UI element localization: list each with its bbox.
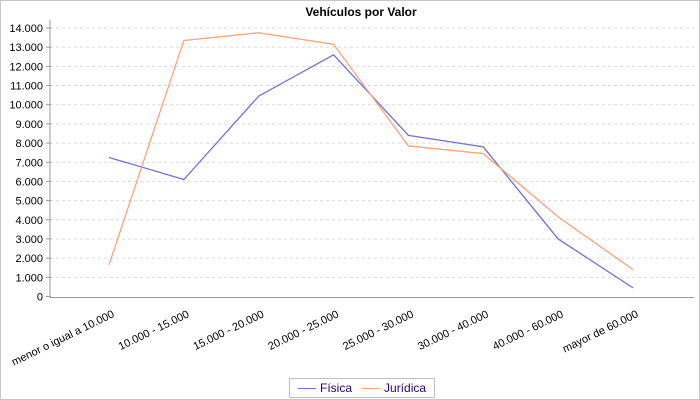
y-tick-label: 3.000 xyxy=(15,234,43,246)
y-tick-label: 12.000 xyxy=(9,61,43,73)
y-tick-label: 6.000 xyxy=(15,176,43,188)
juridica-line-swatch-icon xyxy=(362,387,381,389)
y-tick-label: 0 xyxy=(37,292,43,304)
y-tick-label: 13.000 xyxy=(9,42,43,54)
y-tick-label: 1.000 xyxy=(15,272,43,284)
x-category-label: mayor de 60.000 xyxy=(561,308,640,355)
legend-label-fisica: Física xyxy=(320,381,353,395)
x-category-label: 20.000 - 25.000 xyxy=(266,308,341,353)
y-tick-label: 2.000 xyxy=(15,253,43,265)
series-line-juridica xyxy=(108,32,634,271)
y-tick-label: 14.000 xyxy=(9,23,43,35)
y-tick-label: 7.000 xyxy=(15,157,43,169)
legend: Física Jurídica xyxy=(289,378,436,398)
x-category-label: 10.000 - 15.000 xyxy=(117,308,192,353)
legend-item-juridica: Jurídica xyxy=(362,381,426,395)
legend-label-juridica: Jurídica xyxy=(384,381,427,395)
y-tick-label: 11.000 xyxy=(10,81,43,93)
legend-item-fisica: Física xyxy=(298,381,352,395)
series-line-fisica xyxy=(108,54,634,289)
y-tick-label: 5.000 xyxy=(15,196,43,208)
x-category-label: 25.000 - 30.000 xyxy=(341,308,416,353)
x-category-label: 40.000 - 60.000 xyxy=(491,308,566,353)
y-tick-label: 9.000 xyxy=(15,119,43,131)
fisica-line-swatch-icon xyxy=(298,387,316,389)
y-tick-label: 10.000 xyxy=(9,100,43,112)
x-category-label: menor o igual a 10.000 xyxy=(10,308,116,368)
x-category-label: 30.000 - 40.000 xyxy=(416,308,491,353)
y-tick-label: 4.000 xyxy=(15,215,43,227)
x-category-label: 15.000 - 20.000 xyxy=(191,308,266,353)
chart-title: Vehículos por Valor xyxy=(305,5,417,19)
y-tick-label: 8.000 xyxy=(15,138,43,150)
